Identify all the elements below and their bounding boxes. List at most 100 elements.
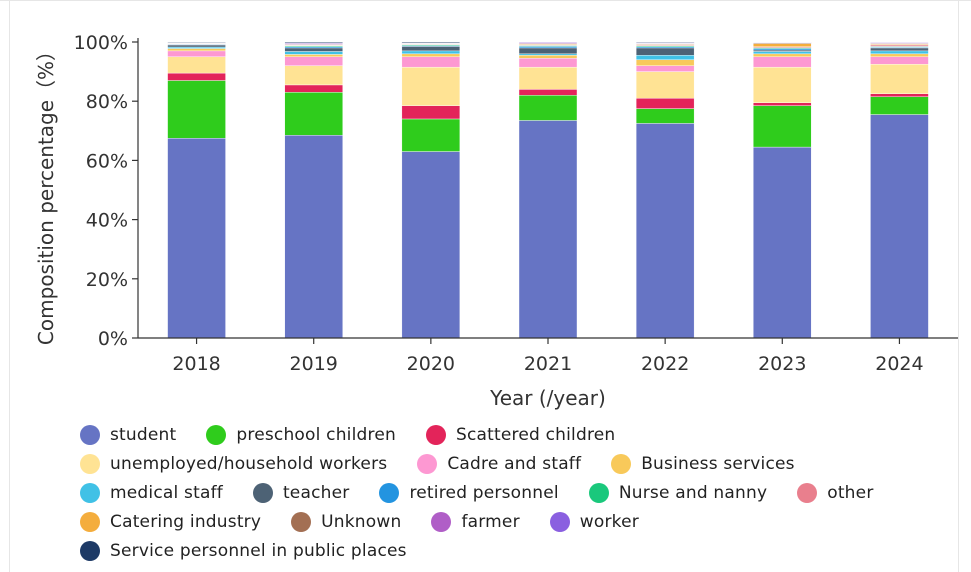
legend-swatch [611,453,632,474]
bar-group-2022 [635,41,695,339]
bar-segment-2020-preschool-children [401,118,461,152]
bar-segment-2020-scattered-children [401,105,461,120]
x-tick-label: 2021 [524,353,572,375]
bar-segment-2024-scattered-children [870,93,929,97]
legend-swatch [379,482,400,503]
legend-swatch [206,424,227,445]
legend-item[interactable]: retired personnel [379,482,559,503]
bar-segment-2024-other [870,44,929,47]
bar-segment-2023-student [753,146,812,339]
bar-segment-2019-cadre-and-staff [284,56,343,66]
bar-segment-2021-preschool-children [518,95,578,121]
bar-segment-2021-student [518,120,578,339]
legend-item[interactable]: preschool children [206,424,396,445]
bar-segment-2019-medical-staff [284,51,343,55]
legend-label: Cadre and staff [447,453,582,474]
legend-item[interactable]: unemployed/household workers [80,453,388,474]
legend: student preschool children Scattered child… [80,420,960,565]
legend-label: preschool children [236,424,396,445]
y-tick-label: 100% [74,32,128,54]
bar-segment-2020-unemployed-household-workers [401,66,461,106]
legend-label: Nurse and nanny [618,482,768,503]
legend-swatch [80,424,100,445]
bar-segment-2024-unemployed-household-workers [870,63,929,94]
bar-segment-2024-medical-staff [870,50,929,55]
y-tick-label: 40% [86,210,128,232]
bar-segment-2020-service-personnel-in-public-places [401,41,461,44]
bar-segment-2018-scattered-children [167,72,226,81]
bar-segment-2024-cadre-and-staff [870,56,929,65]
legend-item[interactable]: student [80,424,176,445]
x-tick-label: 2023 [758,353,806,375]
legend-swatch [80,482,100,503]
legend-swatch [425,424,446,445]
bar-segment-2019-preschool-children [284,92,343,136]
legend-item[interactable]: Cadre and staff [417,453,582,474]
bar-segment-2021-unemployed-household-workers [518,66,578,90]
bar-segment-2024-business-services [870,53,929,58]
legend-item[interactable]: teacher [252,482,350,503]
x-tick-label: 2018 [172,353,220,375]
x-tick-label: 2019 [290,353,338,375]
y-tick-label: 60% [86,150,128,172]
legend-item[interactable]: Business services [611,453,795,474]
bar-segment-2023-unemployed-household-workers [753,66,812,103]
bar-segment-2018-student [167,137,226,339]
bar-segment-2019-scattered-children [284,84,343,93]
legend-swatch [80,511,100,532]
legend-item[interactable]: Unknown [291,511,402,532]
y-axis-title: Composition percentage（%） [34,41,58,345]
legend-swatch [80,540,100,561]
bar-segment-2020-teacher [401,46,461,52]
legend-label: retired personnel [409,482,559,503]
bar-segment-2023-retired-personnel [753,48,812,51]
legend-label: Business services [641,453,795,474]
legend-item[interactable]: worker [549,511,639,532]
bar-segment-2023-teacher [753,49,812,52]
legend-item[interactable]: Catering industry [80,511,261,532]
bar-segment-2019-business-services [284,54,343,58]
bar-segment-2022-preschool-children [635,108,695,124]
bar-segment-2020-student [401,151,461,339]
bar-segment-2019-student [284,135,343,339]
bar-segment-2018-service-personnel-in-public-places [167,41,226,43]
legend-label: worker [579,511,639,532]
legend-item[interactable]: other [797,482,874,503]
legend-item[interactable]: medical staff [80,482,223,503]
legend-swatch [291,511,312,532]
bar-segment-2019-teacher [284,47,343,52]
legend-label: Service personnel in public places [110,540,407,561]
legend-swatch [431,511,452,532]
bar-segment-2023-medical-staff [753,51,812,55]
legend-label: other [827,482,874,503]
legend-item[interactable]: Nurse and nanny [588,482,768,503]
bar-segment-2024-teacher [870,47,929,52]
bar-segment-2023-preschool-children [753,105,812,148]
legend-item[interactable]: Service personnel in public places [80,540,407,561]
legend-label: unemployed/household workers [110,453,388,474]
bar-segment-2021-cadre-and-staff [518,58,578,68]
legend-swatch [252,482,273,503]
bar-segment-2021-worker [518,41,578,43]
x-tick-label: 2022 [641,353,689,375]
bar-segment-2022-business-services [635,59,695,66]
chart-border-right [958,0,959,572]
legend-label: teacher [282,482,350,503]
legend-item[interactable]: farmer [431,511,520,532]
bar-group-2023 [753,41,812,339]
legend-label: Unknown [321,511,402,532]
legend-row: medical staff teacher retired personnel Nur… [80,478,960,507]
bar-segment-2020-business-services [401,53,461,58]
bar-segment-2023-business-services [753,53,812,58]
bar-group-2018 [167,41,226,339]
legend-swatch [588,482,609,503]
bar-segment-2023-scattered-children [753,102,812,106]
bar-segment-2024-preschool-children [870,96,929,115]
y-tick-label: 20% [86,269,128,291]
bar-segment-2018-teacher [167,44,226,48]
bar-group-2020 [401,41,461,339]
legend-row: Service personnel in public places [80,536,960,565]
legend-label: farmer [461,511,520,532]
legend-item[interactable]: Scattered children [425,424,615,445]
